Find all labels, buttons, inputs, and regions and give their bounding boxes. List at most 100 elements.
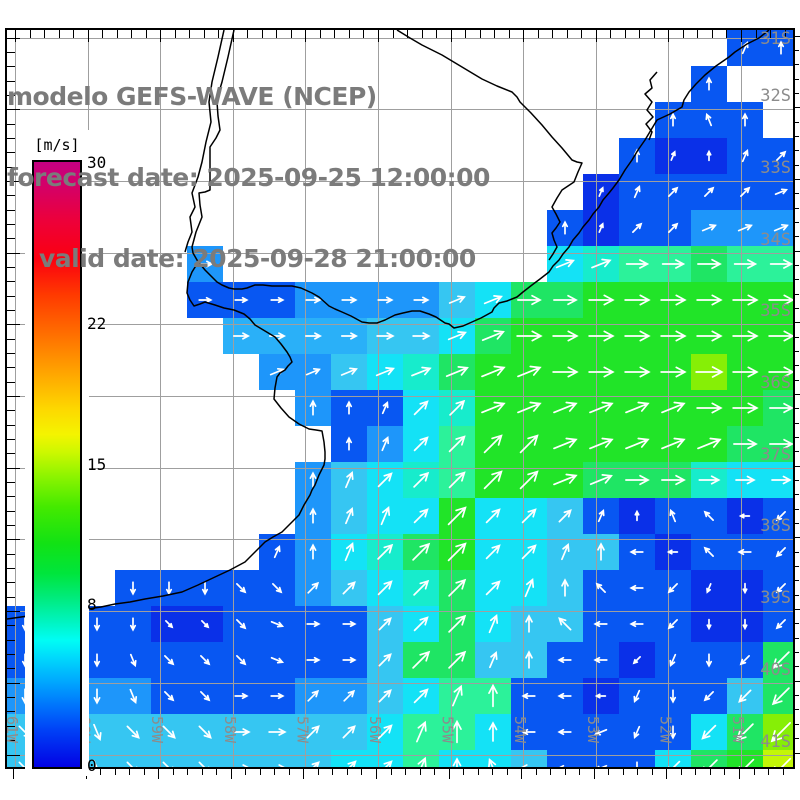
axis-tick bbox=[7, 37, 20, 39]
grid-line bbox=[7, 109, 793, 111]
wind-cell bbox=[727, 750, 763, 767]
grid-line bbox=[7, 180, 793, 182]
axis-tick bbox=[87, 30, 89, 42]
axis-tick bbox=[793, 652, 799, 654]
axis-tick bbox=[7, 109, 20, 111]
axis-tick bbox=[7, 525, 15, 527]
axis-tick bbox=[419, 767, 421, 775]
longitude-label: 51W bbox=[729, 716, 747, 744]
wind-cell bbox=[115, 750, 151, 767]
axis-tick bbox=[274, 767, 276, 775]
axis-tick bbox=[709, 767, 711, 775]
axis-tick bbox=[131, 30, 133, 38]
axis-tick bbox=[494, 30, 496, 38]
axis-tick bbox=[7, 654, 15, 656]
wind-cell bbox=[295, 750, 331, 767]
axis-tick bbox=[770, 30, 772, 38]
longitude-label: 55W bbox=[438, 716, 457, 744]
axis-tick bbox=[421, 30, 423, 38]
axis-tick bbox=[7, 367, 15, 369]
axis-tick bbox=[477, 767, 479, 775]
wind-cell bbox=[763, 714, 793, 750]
axis-tick bbox=[753, 767, 755, 775]
grid-line bbox=[7, 754, 793, 756]
axis-tick bbox=[174, 30, 176, 38]
axis-tick bbox=[7, 238, 15, 240]
axis-tick bbox=[521, 767, 523, 779]
axis-tick bbox=[564, 767, 566, 775]
axis-tick bbox=[793, 336, 799, 338]
axis-tick bbox=[724, 767, 726, 775]
axis-tick bbox=[405, 767, 407, 775]
axis-tick bbox=[378, 30, 379, 42]
grid-line bbox=[7, 539, 793, 541]
axis-tick bbox=[7, 725, 15, 727]
axis-tick bbox=[261, 30, 263, 38]
grid-line bbox=[523, 30, 525, 767]
axis-tick bbox=[523, 30, 525, 42]
axis-tick bbox=[317, 767, 319, 775]
axis-tick bbox=[363, 30, 365, 38]
axis-tick bbox=[346, 767, 348, 775]
wind-cell bbox=[511, 750, 547, 767]
axis-tick bbox=[218, 30, 220, 38]
grid-line bbox=[7, 467, 793, 469]
axis-tick bbox=[390, 767, 392, 775]
latitude-label: 35S bbox=[760, 301, 791, 322]
wind-cell bbox=[655, 750, 691, 767]
axis-tick bbox=[608, 767, 610, 775]
grid-line bbox=[378, 30, 379, 767]
axis-tick bbox=[7, 711, 15, 713]
axis-tick bbox=[793, 279, 799, 281]
coastline bbox=[191, 30, 770, 329]
wind-cell bbox=[763, 210, 793, 246]
axis-tick bbox=[793, 480, 799, 482]
axis-tick bbox=[7, 209, 15, 211]
axis-tick bbox=[624, 30, 626, 38]
axis-tick bbox=[793, 236, 799, 238]
coastline bbox=[7, 263, 326, 620]
grid-line bbox=[7, 252, 793, 254]
axis-tick bbox=[7, 668, 15, 670]
axis-tick bbox=[114, 767, 116, 775]
coastline bbox=[396, 30, 583, 261]
axis-tick bbox=[793, 207, 799, 209]
axis-tick bbox=[668, 30, 670, 42]
coastline-layer bbox=[7, 30, 770, 620]
axis-tick bbox=[143, 767, 145, 775]
axis-tick bbox=[305, 30, 307, 42]
axis-tick bbox=[7, 754, 20, 756]
axis-tick bbox=[793, 293, 799, 295]
axis-tick bbox=[610, 30, 612, 38]
axis-tick bbox=[793, 35, 800, 37]
axis-tick bbox=[793, 695, 799, 697]
longitude-label: 57W bbox=[293, 716, 312, 744]
axis-tick bbox=[793, 250, 800, 252]
longitude-label: 58W bbox=[220, 716, 239, 744]
axis-tick bbox=[158, 767, 160, 779]
latitude-label: 34S bbox=[760, 229, 791, 250]
axis-tick bbox=[7, 553, 15, 555]
axis-tick bbox=[535, 767, 537, 775]
axis-tick bbox=[7, 539, 20, 541]
axis-tick bbox=[793, 64, 799, 66]
axis-tick bbox=[160, 30, 162, 42]
axis-tick bbox=[7, 152, 15, 154]
axis-tick bbox=[7, 123, 15, 125]
axis-tick bbox=[581, 30, 583, 38]
wind-cell bbox=[367, 750, 403, 767]
axis-tick bbox=[434, 767, 436, 775]
axis-tick bbox=[7, 697, 15, 699]
axis-tick bbox=[793, 551, 799, 553]
axis-tick bbox=[259, 767, 261, 775]
axis-tick bbox=[793, 752, 800, 754]
grid-line bbox=[595, 30, 597, 767]
wind-cell bbox=[763, 174, 793, 210]
axis-tick bbox=[793, 49, 799, 51]
axis-tick bbox=[7, 740, 15, 742]
axis-tick bbox=[203, 30, 205, 38]
axis-tick bbox=[7, 338, 15, 340]
wind-cell bbox=[331, 750, 367, 767]
colorbar-tick-label: 15 bbox=[87, 454, 107, 474]
axis-tick bbox=[100, 767, 102, 775]
